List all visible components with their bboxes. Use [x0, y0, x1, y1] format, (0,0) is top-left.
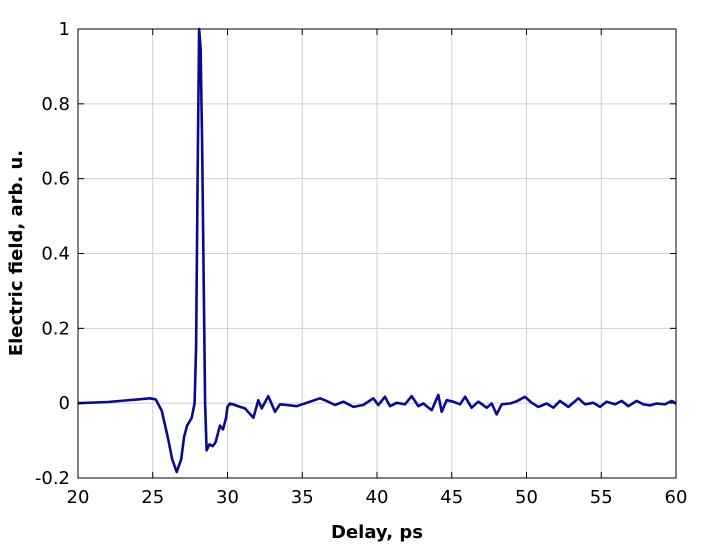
- x-tick-label: 60: [665, 487, 688, 508]
- x-tick-label: 25: [141, 487, 164, 508]
- x-tick-label: 35: [291, 487, 314, 508]
- series-layer: [77, 27, 677, 474]
- x-axis-label: Delay, ps: [331, 522, 423, 543]
- x-tick-label: 40: [366, 487, 389, 508]
- y-tick-label: 0.4: [41, 244, 70, 265]
- ticks: 20 25 30 35 40 45 50 55 60 -0.2 0 0.2 0.4 0.6 0.8 1: [35, 19, 688, 508]
- y-tick-label: 1: [59, 19, 70, 40]
- y-tick-label: 0: [59, 393, 70, 414]
- y-tick-label: 0.2: [41, 318, 70, 339]
- grid: [77, 28, 677, 479]
- series-line: [77, 27, 677, 474]
- x-tick-label: 55: [590, 487, 613, 508]
- y-tick-label: 0.8: [41, 94, 70, 115]
- x-tick-label: 45: [440, 487, 463, 508]
- y-tick-label: -0.2: [35, 468, 70, 489]
- y-tick-label: 0.6: [41, 169, 70, 190]
- y-axis-label: Electric field, arb. u.: [6, 150, 27, 356]
- x-tick-label: 30: [216, 487, 239, 508]
- x-tick-label: 50: [515, 487, 538, 508]
- x-tick-label: 20: [67, 487, 90, 508]
